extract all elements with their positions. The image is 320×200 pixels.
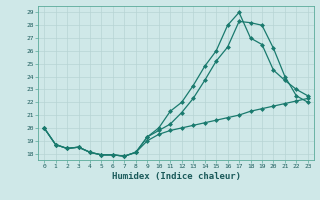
X-axis label: Humidex (Indice chaleur): Humidex (Indice chaleur): [111, 172, 241, 181]
